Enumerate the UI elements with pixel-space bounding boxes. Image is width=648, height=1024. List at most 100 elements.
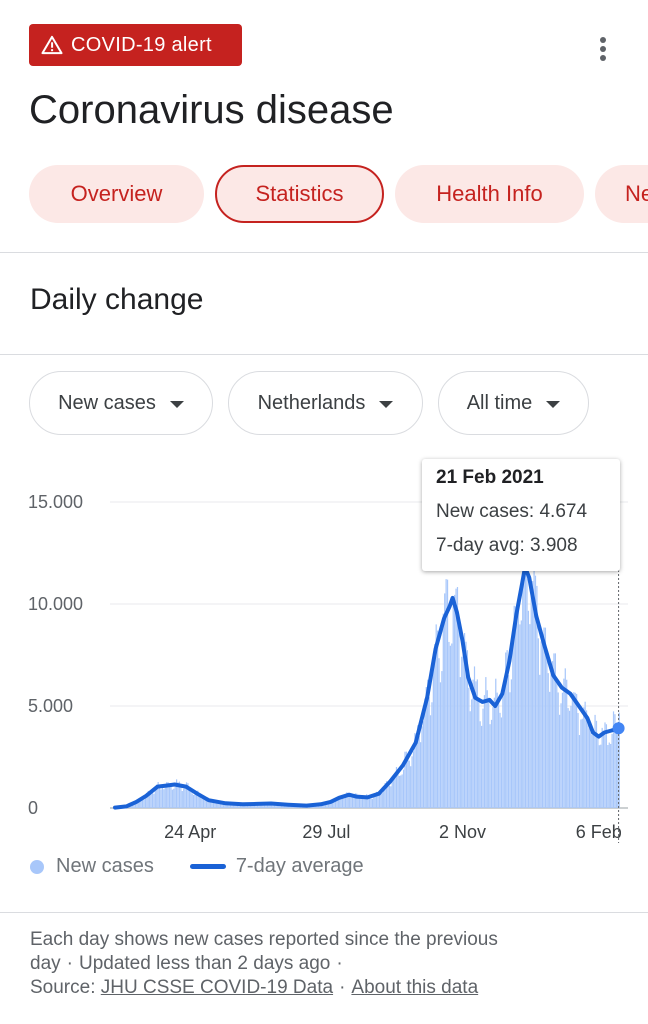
new-cases-bar xyxy=(360,798,362,808)
new-cases-bar xyxy=(567,708,569,808)
range-dropdown[interactable]: All time xyxy=(438,371,589,435)
new-cases-bar xyxy=(211,802,213,808)
new-cases-bar xyxy=(222,803,225,808)
tab-health-info[interactable]: Health Info xyxy=(395,165,584,223)
new-cases-bar xyxy=(336,797,338,808)
tooltip-new-cases: New cases: 4.674 xyxy=(436,501,588,522)
new-cases-bar xyxy=(144,797,147,808)
source-link[interactable]: JHU CSSE COVID-19 Data xyxy=(100,977,334,998)
new-cases-bar xyxy=(397,772,399,808)
dropdown-arrow-icon xyxy=(546,400,561,408)
new-cases-bar xyxy=(459,677,461,808)
new-cases-bar xyxy=(452,602,454,808)
new-cases-bar xyxy=(357,796,359,808)
alert-label: COVID-19 alert xyxy=(71,33,212,56)
divider xyxy=(0,354,648,355)
new-cases-bar xyxy=(378,794,381,808)
footnote-description: Each day shows new cases reported since … xyxy=(30,929,498,974)
new-cases-bar xyxy=(476,679,478,808)
new-cases-bar xyxy=(324,803,327,808)
new-cases-bar xyxy=(576,693,578,808)
new-cases-bar xyxy=(242,805,244,808)
covid-alert-badge[interactable]: COVID-19 alert xyxy=(29,24,242,66)
new-cases-bar xyxy=(354,793,356,808)
new-cases-bar xyxy=(489,724,491,808)
new-cases-bar xyxy=(221,802,223,808)
new-cases-bar xyxy=(446,579,449,808)
new-cases-bar xyxy=(561,692,564,808)
daily-change-chart[interactable]: 0 5.000 10.000 15.000 24 Apr 29 Jul 2 Nov 6 Feb xyxy=(0,455,648,855)
new-cases-bar xyxy=(465,641,467,808)
new-cases-bar xyxy=(570,705,572,808)
tab-overview[interactable]: Overview xyxy=(29,165,204,223)
new-cases-bar xyxy=(560,703,562,808)
new-cases-bar xyxy=(577,713,579,808)
new-cases-bar xyxy=(541,642,544,808)
new-cases-bar xyxy=(218,801,220,808)
new-cases-bar xyxy=(485,677,487,808)
new-cases-bar xyxy=(463,633,466,808)
new-cases-bar xyxy=(394,773,396,808)
new-cases-bar xyxy=(590,730,592,808)
new-cases-bar xyxy=(557,692,559,808)
tooltip-date: 21 Feb 2021 xyxy=(436,467,544,488)
new-cases-bar xyxy=(520,620,522,808)
location-dropdown-label: Netherlands xyxy=(257,391,366,414)
new-cases-bar xyxy=(166,782,168,808)
new-cases-bar xyxy=(188,788,190,808)
new-cases-bar xyxy=(506,650,508,808)
new-cases-bar xyxy=(323,803,325,808)
tab-statistics[interactable]: Statistics xyxy=(215,165,384,223)
new-cases-bar xyxy=(598,745,600,808)
new-cases-bar xyxy=(164,787,166,808)
new-cases-bar xyxy=(618,712,620,808)
new-cases-bar xyxy=(278,804,280,808)
new-cases-bar xyxy=(205,797,208,808)
new-cases-bar xyxy=(522,582,524,808)
new-cases-bar xyxy=(553,653,555,808)
more-options-button[interactable] xyxy=(586,34,620,64)
new-cases-bar xyxy=(150,793,152,808)
new-cases-bar xyxy=(473,666,476,808)
new-cases-bar xyxy=(483,695,486,808)
new-cases-bar xyxy=(405,751,408,808)
new-cases-bar xyxy=(517,607,520,808)
new-cases-bar xyxy=(330,803,332,808)
about-data-link[interactable]: About this data xyxy=(351,977,479,998)
tab-news[interactable]: Ne xyxy=(595,165,648,223)
new-cases-bar xyxy=(361,797,364,808)
new-cases-bar xyxy=(153,793,155,808)
new-cases-bar xyxy=(421,726,423,808)
new-cases-bar xyxy=(391,780,393,808)
new-cases-bar xyxy=(229,804,232,808)
new-cases-bar xyxy=(181,790,183,808)
location-dropdown[interactable]: Netherlands xyxy=(228,371,423,435)
metric-dropdown[interactable]: New cases xyxy=(29,371,213,435)
new-cases-bar xyxy=(234,804,236,808)
new-cases-bar xyxy=(537,638,539,808)
new-cases-bar xyxy=(509,692,511,808)
new-cases-bar xyxy=(493,697,495,808)
new-cases-bar xyxy=(241,804,243,808)
new-cases-bar xyxy=(177,782,179,808)
new-cases-bar xyxy=(173,788,175,808)
new-cases-bar xyxy=(329,803,331,808)
new-cases-bar xyxy=(617,731,619,808)
new-cases-bar xyxy=(269,803,271,808)
new-cases-bar xyxy=(366,794,368,808)
new-cases-bar xyxy=(175,779,178,808)
new-cases-bar xyxy=(404,751,406,808)
legend-dot-icon xyxy=(30,859,44,874)
new-cases-bar xyxy=(502,691,504,808)
new-cases-bar xyxy=(262,804,264,808)
new-cases-bar xyxy=(608,742,610,808)
new-cases-bar xyxy=(351,796,354,808)
new-cases-bar xyxy=(347,793,349,808)
new-cases-bar xyxy=(140,799,142,808)
new-cases-bar xyxy=(496,692,498,808)
new-cases-bar xyxy=(607,744,609,808)
new-cases-bar xyxy=(539,674,541,808)
new-cases-bar xyxy=(149,793,151,808)
new-cases-bar xyxy=(132,804,134,808)
chart-legend: New cases 7-day average xyxy=(30,855,364,878)
